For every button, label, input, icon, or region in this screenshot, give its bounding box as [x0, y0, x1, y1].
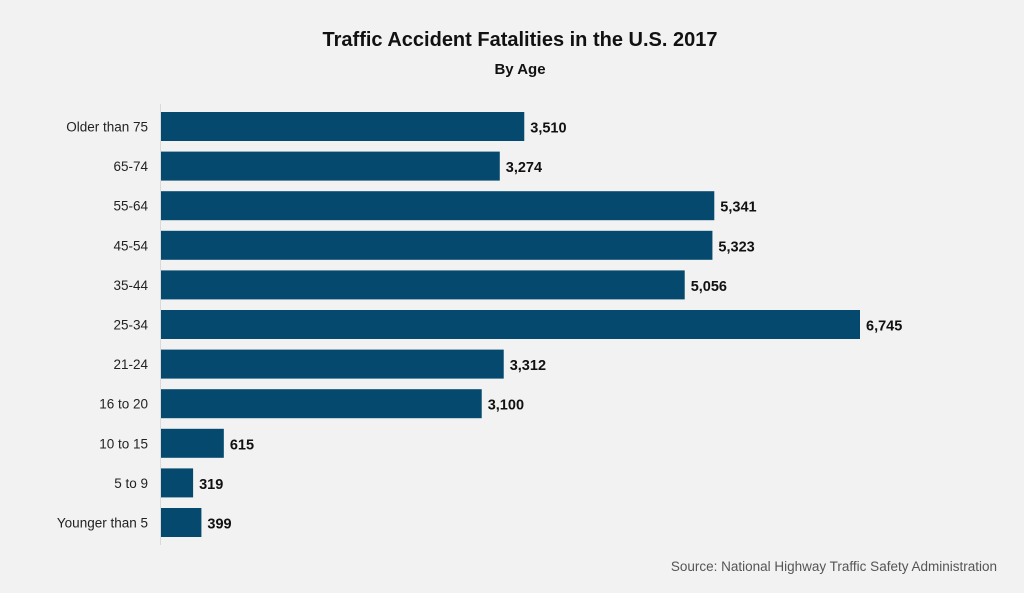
source-note: Source: National Highway Traffic Safety …: [671, 559, 997, 574]
category-label: 65-74: [113, 159, 148, 174]
category-label: 5 to 9: [114, 476, 148, 491]
bars-group: Older than 75 3,510 65-74 3,274 55-64 5,341 45…: [57, 112, 902, 537]
value-label: 5,056: [691, 279, 727, 295]
bar-21-24: [160, 349, 504, 379]
category-label: 10 to 15: [99, 436, 148, 451]
category-label: 45-54: [113, 238, 148, 253]
value-label: 615: [230, 437, 254, 453]
bar-55-64: [160, 191, 715, 221]
bar-35-44: [160, 270, 685, 300]
value-label: 3,510: [530, 121, 566, 137]
value-label: 3,100: [488, 398, 524, 414]
category-label: 16 to 20: [99, 397, 148, 412]
category-label: 21-24: [113, 357, 148, 372]
chart-title: Traffic Accident Fatalities in the U.S. …: [323, 29, 718, 51]
chart-subtitle: By Age: [494, 61, 545, 78]
category-label: Older than 75: [66, 120, 148, 135]
value-label: 319: [199, 477, 223, 493]
value-label: 3,274: [506, 160, 542, 176]
value-label: 5,341: [720, 200, 756, 216]
category-label: 25-34: [113, 318, 148, 333]
bar-older-than-75: [160, 112, 525, 141]
bar-45-54: [160, 230, 713, 260]
value-label: 399: [207, 517, 231, 533]
bar-10-to-15: [160, 428, 224, 458]
value-label: 6,745: [866, 319, 902, 335]
bar-65-74: [160, 151, 500, 181]
category-label: Younger than 5: [57, 516, 148, 531]
category-label: 35-44: [113, 278, 148, 293]
bar-25-34: [160, 310, 860, 339]
category-label: 55-64: [113, 199, 148, 214]
bar-16-to-20: [160, 389, 482, 419]
bar-5-to-9: [160, 468, 194, 498]
value-label: 5,323: [718, 239, 754, 255]
value-label: 3,312: [510, 358, 546, 374]
bar-younger-than-5: [160, 508, 202, 537]
